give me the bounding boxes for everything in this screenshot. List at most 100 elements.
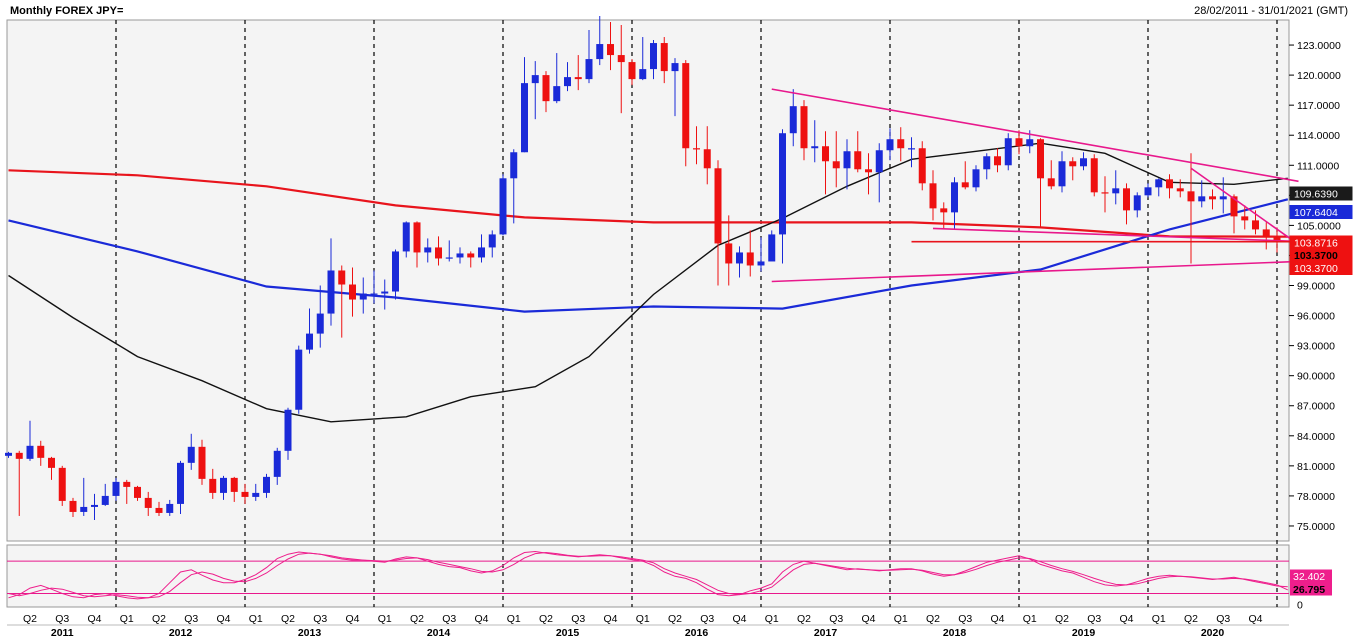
candle-body (445, 257, 453, 259)
candle-body (854, 151, 862, 170)
y-tick-label: 117.0000 (1297, 100, 1340, 112)
candle (1037, 138, 1044, 228)
y-tick-label: 105.0000 (1297, 220, 1341, 232)
quarter-label: Q3 (829, 613, 843, 625)
quarter-label: Q2 (23, 613, 37, 625)
candle-body (1176, 188, 1184, 192)
candle (1015, 130, 1023, 155)
candle-body (273, 450, 281, 477)
candle (37, 440, 45, 466)
candle (574, 55, 582, 91)
candle (585, 30, 593, 84)
candle-body (166, 503, 174, 513)
candle-body (1241, 216, 1249, 221)
candle-body (768, 234, 776, 262)
candle-body (757, 261, 765, 266)
candle (359, 277, 367, 314)
y-tick-label: 114.0000 (1297, 130, 1340, 142)
candle-body (144, 497, 152, 508)
candle-body (5, 452, 12, 456)
y-tick-label: 93.0000 (1297, 341, 1335, 353)
candle-body (1069, 161, 1077, 167)
quarter-label: Q3 (1216, 613, 1230, 625)
candle (768, 230, 776, 262)
candle-body (682, 63, 690, 149)
candle-body (832, 161, 840, 169)
candle (101, 483, 109, 506)
candle (69, 497, 77, 517)
year-label: 2012 (169, 627, 193, 639)
candle-body (112, 481, 120, 496)
moving-average-blue (8, 198, 1289, 313)
trendline (771, 260, 1299, 283)
quarter-label: Q2 (1055, 613, 1069, 625)
candle (607, 22, 614, 71)
y-tick-label: 111.0000 (1297, 160, 1339, 172)
candle-body (69, 500, 77, 512)
y-tick-label: 84.0000 (1297, 431, 1335, 443)
candle-body (693, 148, 700, 150)
candle-body (198, 446, 206, 479)
candle (854, 131, 862, 173)
quarter-label: Q4 (345, 613, 359, 625)
quarter-label: Q3 (571, 613, 585, 625)
candle-body (123, 481, 131, 487)
candle (198, 439, 206, 485)
y-tick-label: 90.0000 (1297, 371, 1335, 383)
quarter-label: Q4 (732, 613, 746, 625)
candle-body (1123, 188, 1130, 211)
quarter-label: Q4 (990, 613, 1004, 625)
candle (822, 131, 829, 195)
candle (220, 475, 227, 500)
quarter-label: Q1 (765, 613, 779, 625)
candle-body (209, 478, 217, 493)
candle (961, 161, 969, 190)
candle-body (596, 44, 604, 60)
candle-body (488, 234, 496, 248)
candle (48, 456, 55, 480)
candle-body (994, 156, 1001, 166)
quarter-label: Q3 (700, 613, 714, 625)
candle (177, 460, 184, 514)
candle-body (381, 291, 389, 294)
quarter-label: Q1 (894, 613, 908, 625)
price-label-box (1289, 186, 1353, 201)
quarter-label: Q2 (152, 613, 166, 625)
candle-body (456, 253, 464, 258)
y-tick-label: 120.0000 (1297, 70, 1341, 82)
trendline (932, 227, 1299, 243)
price-label-text: 109.6390 (1294, 189, 1338, 201)
candle-body (338, 270, 346, 285)
candle-body (897, 139, 905, 149)
quarter-label: Q2 (281, 613, 295, 625)
candle (725, 215, 733, 286)
candle (865, 153, 872, 195)
candle (951, 177, 958, 230)
y-tick-label: 87.0000 (1297, 401, 1335, 413)
candle-body (585, 59, 593, 80)
candle-body (617, 55, 625, 63)
y-tick-label: 99.0000 (1297, 281, 1335, 293)
quarter-label: Q3 (442, 613, 456, 625)
candle (230, 476, 238, 502)
candle-body (1058, 161, 1066, 187)
candle (435, 236, 442, 266)
quarter-label: Q1 (249, 613, 263, 625)
quarter-label: Q2 (797, 613, 811, 625)
candle (682, 60, 690, 167)
candle (80, 477, 88, 516)
candle-body (1133, 195, 1141, 211)
candle (531, 61, 539, 120)
candle-body (252, 492, 260, 497)
candle-body (295, 349, 303, 410)
candle-body (736, 252, 743, 264)
candle-body (811, 146, 819, 149)
candle-body (564, 77, 571, 87)
year-label: 2014 (427, 627, 451, 639)
oscillator-value-text: 26.795 (1293, 584, 1325, 596)
candle (1198, 180, 1206, 208)
candle (445, 240, 453, 262)
candle-body (1198, 196, 1206, 202)
